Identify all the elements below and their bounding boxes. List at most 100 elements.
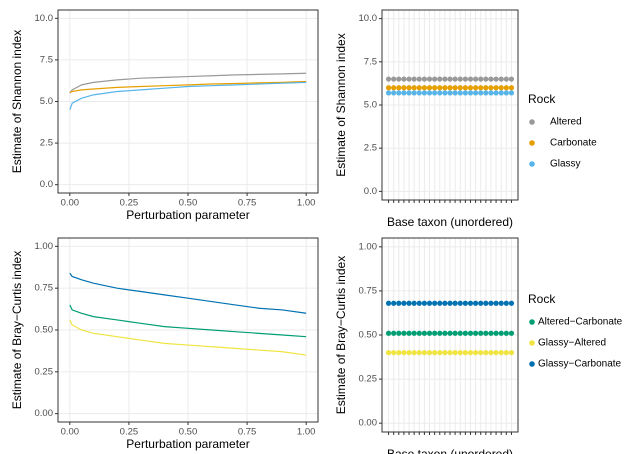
point (411, 90, 417, 96)
point (437, 330, 443, 336)
y-tick-label: 1.00 (359, 241, 378, 252)
point (498, 330, 504, 336)
x-axis-title: Perturbation parameter (126, 208, 249, 222)
point (421, 76, 427, 82)
y-tick-label: 0.25 (35, 366, 54, 377)
line (69, 72, 307, 94)
point (391, 350, 397, 356)
point (426, 76, 433, 82)
point (437, 85, 443, 91)
y-tick-label: 0.50 (359, 330, 378, 341)
legend-label: Glassy (550, 159, 581, 170)
point (498, 300, 504, 306)
y-tick-label: 2.5 (364, 143, 377, 154)
point (421, 300, 427, 306)
y-axis-title: Estimate of Shannon index (10, 30, 24, 173)
point (426, 350, 433, 356)
point (385, 85, 392, 91)
point (478, 85, 484, 91)
point (391, 76, 397, 82)
point (483, 350, 489, 356)
line (69, 319, 307, 356)
point (416, 300, 422, 306)
point (452, 85, 458, 91)
legend-label: Altered−Carbonate (538, 317, 623, 328)
point (473, 85, 479, 91)
line (69, 81, 307, 111)
panel-border (381, 9, 519, 201)
point (457, 300, 463, 306)
point (483, 90, 489, 96)
point (426, 330, 433, 336)
point (457, 350, 463, 356)
point (432, 85, 438, 91)
x-tick-label: 0.25 (120, 198, 139, 209)
point (493, 90, 499, 96)
y-tick-label: 0.0 (364, 186, 377, 197)
point (396, 90, 402, 96)
point (406, 330, 412, 336)
point (401, 330, 407, 336)
point (467, 330, 474, 336)
point (462, 85, 468, 91)
y-tick-label: 0.50 (35, 325, 54, 336)
point (447, 90, 453, 96)
point (385, 300, 392, 306)
legend-key (529, 319, 535, 325)
panel-border (57, 237, 319, 423)
point (411, 76, 417, 82)
point (493, 350, 499, 356)
point (462, 90, 468, 96)
point (498, 350, 504, 356)
point (406, 300, 412, 306)
point (498, 76, 504, 82)
point (462, 76, 468, 82)
point (442, 76, 448, 82)
point (411, 330, 417, 336)
point (457, 76, 463, 82)
point (462, 350, 468, 356)
legend-key (529, 119, 535, 125)
point (508, 330, 515, 336)
point (467, 85, 474, 91)
point (488, 90, 494, 96)
point (432, 350, 438, 356)
y-tick-label: 7.5 (364, 56, 377, 67)
legend-label: Glassy−Altered (538, 338, 606, 349)
x-tick-label: 0.00 (61, 198, 80, 209)
point (391, 330, 397, 336)
point (488, 330, 494, 336)
point (508, 300, 515, 306)
point (396, 350, 402, 356)
point (442, 90, 448, 96)
point (483, 85, 489, 91)
line (69, 304, 307, 338)
point (452, 330, 458, 336)
point (508, 90, 515, 96)
point (437, 350, 443, 356)
point (396, 85, 402, 91)
legend-title: Rock (528, 292, 556, 306)
legend-key (529, 161, 535, 167)
point (503, 350, 509, 356)
x-tick-label: 1.00 (297, 427, 316, 438)
point (473, 350, 479, 356)
point (401, 90, 407, 96)
point (462, 300, 468, 306)
y-tick-label: 10.0 (35, 13, 54, 24)
point (421, 330, 427, 336)
point (498, 90, 504, 96)
point (385, 330, 392, 336)
point (498, 85, 504, 91)
point (473, 330, 479, 336)
point (406, 90, 412, 96)
line (69, 272, 307, 314)
point (447, 85, 453, 91)
point (483, 330, 489, 336)
legend-key (529, 361, 535, 367)
point (406, 350, 412, 356)
point (447, 76, 453, 82)
point (493, 300, 499, 306)
point (503, 90, 509, 96)
point (396, 330, 402, 336)
